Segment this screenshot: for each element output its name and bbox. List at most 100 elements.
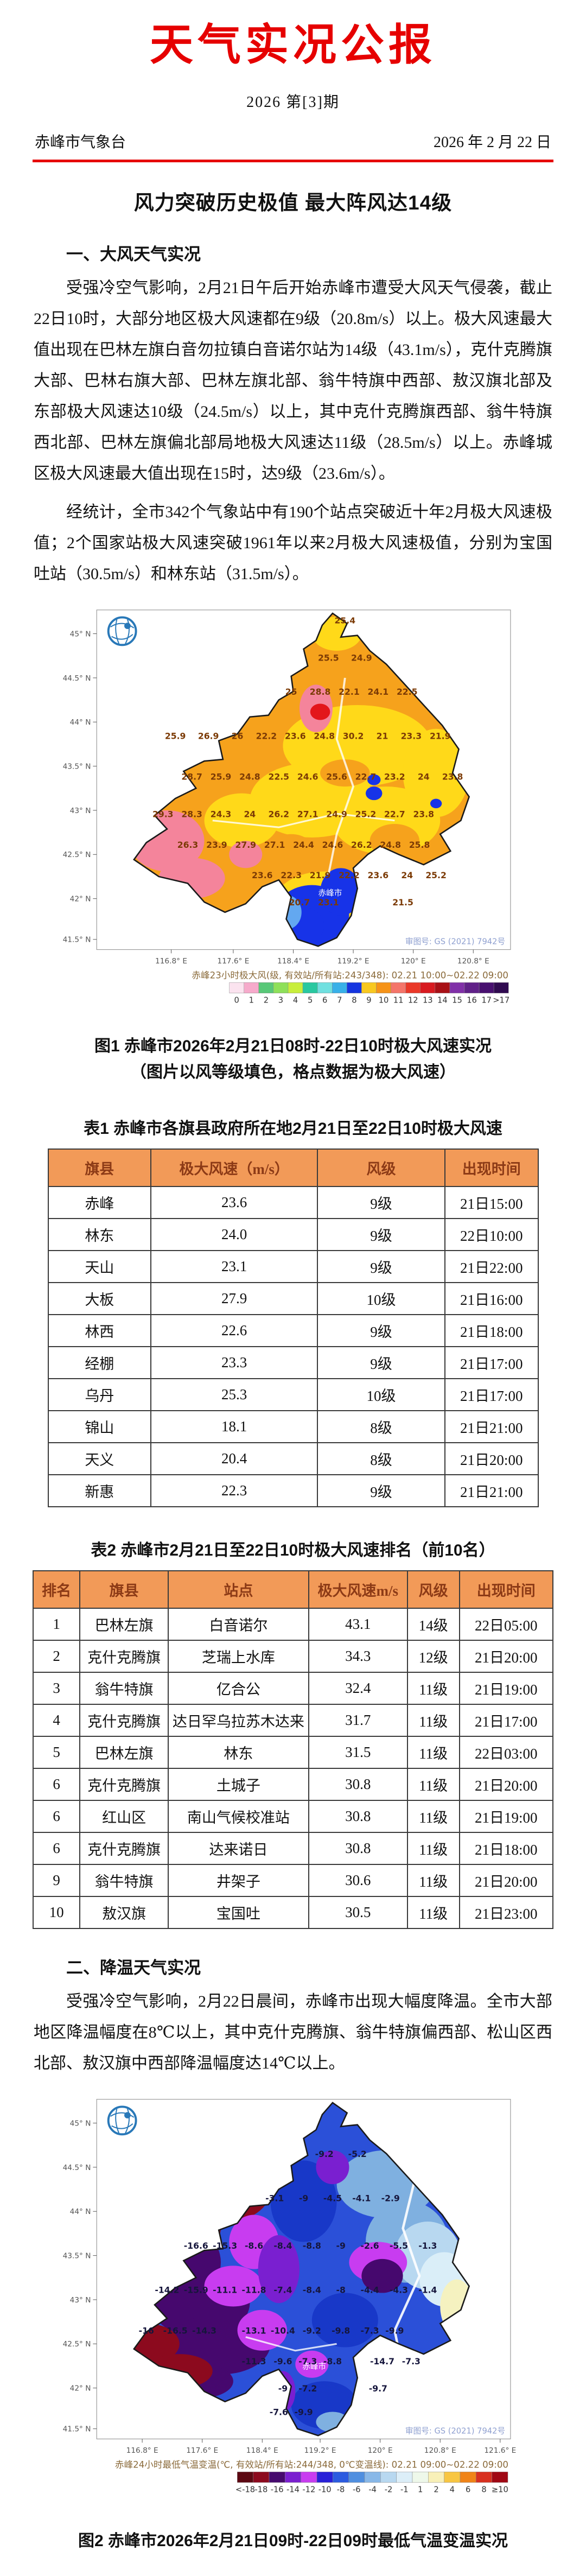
column-header: 风级 (406, 1570, 460, 1609)
colorbar-tick-label: 8 (352, 995, 356, 1005)
map-value-label: -7.6 (270, 2407, 288, 2418)
map-value-label: 24.8 (314, 731, 335, 741)
colorbar-cell (288, 982, 303, 993)
map-value-label: 20.7 (289, 897, 310, 908)
table-cell: 24.0 (150, 1218, 319, 1252)
map-value-label: -8.8 (303, 2241, 321, 2251)
table-row: 天山 23.1 9级 21日22:00 (47, 1250, 539, 1284)
lat-tick-label: 44.5° N (63, 2163, 91, 2172)
table-row: 林东 24.0 9级 22日10:00 (47, 1218, 539, 1252)
map-value-label: 22.7 (384, 809, 405, 819)
colorbar-tick-label: 1 (249, 995, 254, 1005)
colorbar-tick-label: 4 (293, 995, 298, 1005)
map-value-label: 23.8 (442, 772, 463, 782)
table-row: 2 克什克腾旗 芝瑞上水库 34.3 12级 21日20:00 (32, 1640, 554, 1673)
map-value-label: -3.1 (265, 2193, 284, 2204)
colorbar-cell (332, 982, 347, 993)
colorbar-tick-label: ≥10 (492, 2485, 508, 2495)
table-cell: 21日21:00 (444, 1410, 539, 1444)
issuer-name: 赤峰市气象台 (35, 134, 126, 151)
section1-paragraph-1: 受强冷空气影响，2月21日午后开始赤峰市遭受大风天气侵袭，截止22日10时，大部… (34, 279, 552, 483)
lon-tick-label: 120° E (401, 957, 426, 966)
table-cell: 21日17:00 (444, 1378, 539, 1412)
colorbar-cell (420, 982, 436, 993)
table-cell: 天义 (47, 1442, 152, 1476)
globe-logo-icon (107, 616, 137, 646)
map-value-label: 22.3 (281, 870, 302, 880)
table-cell: 21日21:00 (444, 1474, 539, 1508)
colorbar-cell (492, 2472, 508, 2483)
table-row: 新惠 22.3 9级 21日21:00 (47, 1474, 539, 1508)
map-value-label: 26 (232, 731, 244, 741)
table-cell: 21日18:00 (458, 1832, 554, 1866)
table-cell: 31.5 (308, 1736, 408, 1769)
table-cell: 30.8 (308, 1800, 408, 1833)
table-cell: 9级 (317, 1186, 445, 1220)
map-value-label: -15.3 (213, 2241, 237, 2251)
map-value-label: -9 (299, 2193, 308, 2204)
column-header: 旗县 (79, 1570, 169, 1609)
lon-tick-label: 119.2° E (304, 2446, 336, 2455)
colorbar-tick-label: 1 (418, 2485, 423, 2495)
colorbar-cell (347, 982, 362, 993)
table-cell: 30.5 (308, 1896, 408, 1930)
table-cell: 23.1 (150, 1250, 319, 1284)
map-legend-text: 赤峰23小时极大风(级, 有效站/所有站:243/348): 02.21 10:… (192, 970, 508, 980)
map-value-label: 22.2 (339, 870, 360, 880)
map-value-label: 28.8 (310, 687, 331, 697)
map-value-label: 26.2 (351, 840, 372, 850)
map-value-label: -16 (139, 2326, 154, 2336)
column-header: 风级 (317, 1149, 445, 1188)
table-row: 6 克什克腾旗 达来诺日 30.8 11级 21日18:00 (32, 1832, 554, 1866)
column-header: 出现时间 (444, 1149, 539, 1188)
map-value-label: 21.9 (430, 731, 451, 741)
table-row: 乌丹 25.3 10级 21日17:00 (47, 1378, 539, 1412)
lat-tick-label: 41.5° N (63, 2425, 91, 2434)
map-value-label: 23.6 (285, 731, 306, 741)
table-cell: 22日05:00 (458, 1608, 554, 1641)
table-cell: 11级 (406, 1736, 460, 1769)
colorbar-tick-label: 15 (452, 995, 462, 1005)
table-cell: 21日18:00 (444, 1314, 539, 1348)
lat-tick-label: 44° N (70, 718, 91, 727)
colorbar-cell (302, 982, 318, 993)
issue-number: 2026 第[3]期 (246, 94, 340, 111)
table-cell: 11级 (406, 1832, 460, 1866)
colorbar-tick-label: -8 (337, 2485, 345, 2495)
colorbar-tick-label: 14 (437, 995, 448, 1005)
map-value-label: 25.5 (318, 653, 339, 663)
map-value-label: -8.4 (303, 2285, 321, 2295)
colorbar-cell (396, 2472, 413, 2483)
colorbar-cell (464, 982, 480, 993)
table-cell: 21日19:00 (458, 1800, 554, 1833)
map-value-label: 25.2 (425, 870, 447, 880)
figure1-caption-line1: 图1 赤峰市2026年2月21日08时-22日10时极大风速实况 (94, 1037, 492, 1056)
map-value-label: 27.1 (264, 840, 285, 850)
map-value-label: 22.7 (355, 772, 377, 782)
table-cell: 克什克腾旗 (79, 1704, 169, 1737)
map-value-label: 24 (418, 772, 430, 782)
table-row: 4 克什克腾旗 达日罕乌拉苏木达来 31.7 11级 21日17:00 (32, 1704, 554, 1737)
colorbar-cell (428, 2472, 444, 2483)
table-cell: 林东 (47, 1218, 152, 1252)
map-value-label: -9 (278, 2383, 288, 2394)
map-value-label: 26.9 (198, 731, 219, 741)
figure1-caption-line2: （图片以风等级填色，格点数据为极大风速） (130, 1063, 456, 1082)
colorbar-cell (380, 2472, 397, 2483)
colorbar-tick-label: 3 (278, 995, 283, 1005)
table-cell: 9级 (317, 1314, 445, 1348)
colorbar-tick-label: 4 (450, 2485, 455, 2495)
lon-tick-label: 116.8° E (155, 957, 187, 966)
map-value-label: -13.1 (242, 2326, 266, 2336)
column-header: 站点 (168, 1570, 309, 1609)
table-cell: 11级 (406, 1800, 460, 1833)
map-value-label: 24.1 (368, 687, 389, 697)
map-value-label: -14.7 (370, 2356, 394, 2366)
bulletin-header: 天气实况公报 2026 第[3]期 赤峰市气象台 2026 年 2 月 22 日 (33, 20, 553, 162)
table-row: 天义 20.4 8级 21日20:00 (47, 1442, 539, 1476)
table-cell: 克什克腾旗 (79, 1832, 169, 1866)
map-value-label: -9.2 (315, 2149, 334, 2159)
table-cell: 21日16:00 (444, 1282, 539, 1316)
table-cell: 10 (32, 1896, 81, 1930)
colorbar-cell (476, 2472, 492, 2483)
